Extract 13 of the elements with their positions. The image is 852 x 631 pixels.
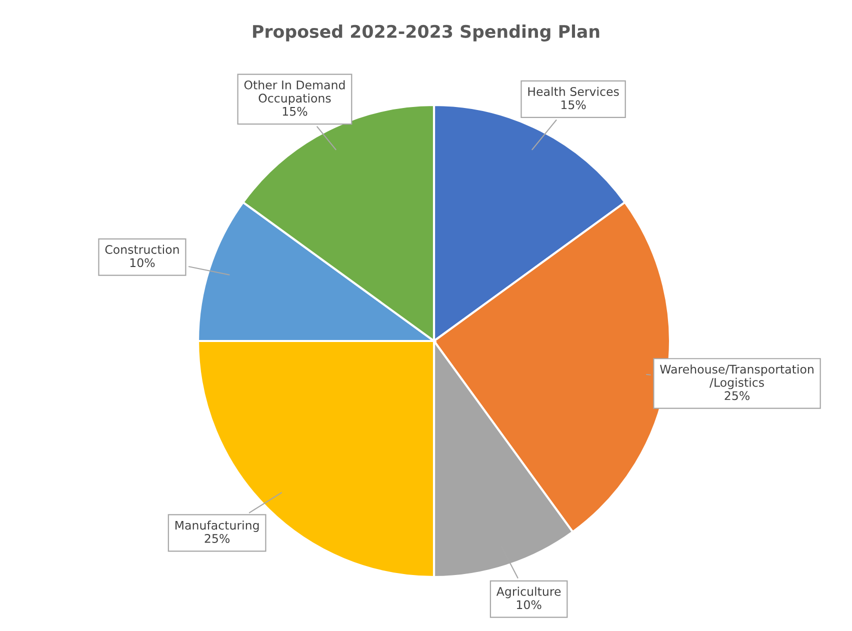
chart-title: Proposed 2022-2023 Spending Plan	[253, 24, 600, 42]
data-label: 25%	[204, 534, 230, 543]
slice-label: Health Services	[528, 86, 619, 96]
data-label: 25%	[724, 391, 750, 400]
data-label: 10%	[516, 600, 542, 610]
slice-label: Manufacturing	[175, 520, 259, 532]
slice-label: Agriculture	[496, 586, 561, 598]
slice-label: Construction	[105, 244, 179, 254]
slice-label: Other In Demand Occupations	[244, 80, 345, 105]
data-label: 15%	[282, 106, 308, 116]
data-label: 15%	[561, 100, 586, 110]
slice-label: Warehouse/Transportation /Logistics	[660, 364, 814, 390]
data-label: 10%	[130, 258, 155, 268]
